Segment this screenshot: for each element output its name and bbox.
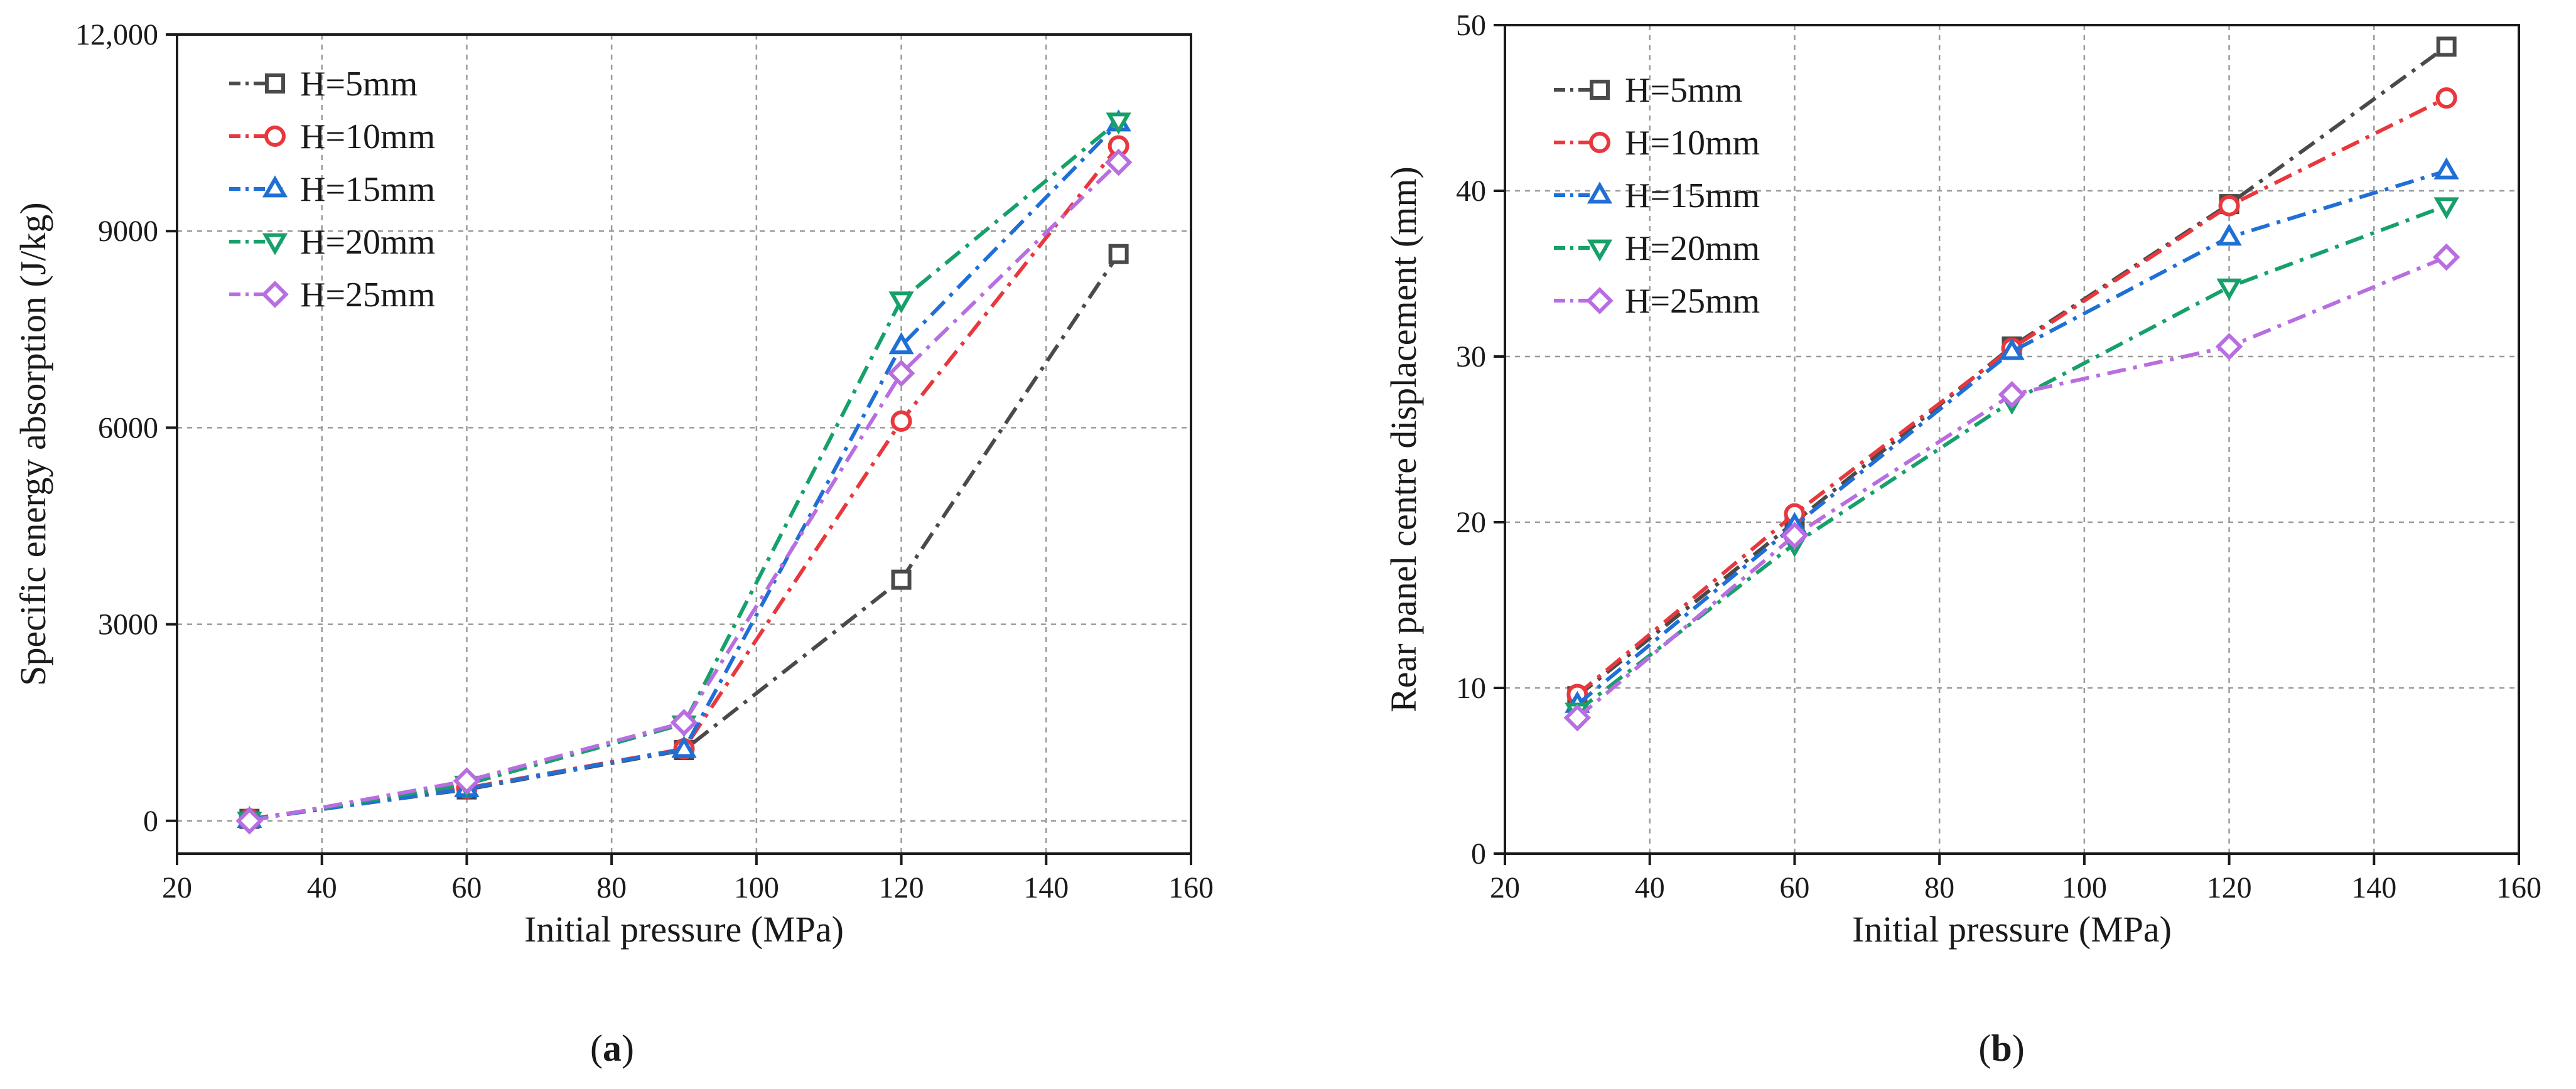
axes-frame [1504, 24, 2520, 855]
x-tick-label: 80 [1924, 871, 1954, 904]
y-tick-label: 3000 [98, 608, 158, 641]
legend-label: H=25mm [1625, 282, 1760, 321]
series-H=25mm [235, 148, 1133, 835]
data-point [1781, 522, 1809, 549]
data-point [2216, 278, 2242, 301]
legend-marker [1589, 132, 1610, 153]
legend-label: H=25mm [300, 276, 435, 314]
x-tick-label: 160 [1168, 871, 1214, 904]
y-tick-label: 30 [1456, 340, 1486, 373]
data-point [2433, 157, 2459, 180]
chart-a-specific-energy: 20 40 60 80 100 120 140 160 0 3000 6000 9000 12,000 I… [13, 18, 1214, 1069]
x-tick-label: 60 [451, 871, 482, 904]
x-tick-label: 160 [2496, 871, 2541, 904]
x-tick-label: 140 [1023, 871, 1069, 904]
legend-marker [262, 233, 288, 255]
data-point [888, 291, 914, 314]
data-point [1998, 380, 2026, 409]
legend-label: H=15mm [1625, 176, 1760, 215]
data-point [1563, 704, 1592, 732]
data-point [2215, 333, 2243, 360]
caption-letter: b [1991, 1027, 2012, 1069]
data-point [1106, 112, 1131, 135]
series-line [249, 144, 1120, 821]
data-point [235, 807, 264, 835]
y-tick-label: 12,000 [75, 18, 158, 51]
chart-b-rear-displacement: 20 40 60 80 100 120 140 160 0 10 20 30 40 50 Initial p… [1383, 9, 2541, 1069]
x-axis-title: Initial pressure (MPa) [524, 909, 844, 950]
data-point [888, 332, 914, 355]
legend-marker [1587, 181, 1613, 204]
y-tick-label: 0 [143, 805, 158, 838]
legend: H=5mm H=10mm H=15mm H=20mm H=25mm [229, 65, 435, 314]
panel-caption: (b) [1978, 1027, 2024, 1069]
data-point [891, 569, 912, 590]
legend-marker [261, 281, 289, 308]
x-tick-label: 40 [307, 871, 337, 904]
y-tick-label: 20 [1456, 506, 1486, 539]
y-tick-label: 50 [1456, 9, 1486, 42]
legend-label: H=10mm [300, 117, 435, 156]
x-axis-title: Initial pressure (MPa) [1852, 909, 2172, 950]
series-line [1576, 169, 2447, 706]
x-tick-label: 100 [734, 871, 779, 904]
data-point [670, 709, 698, 736]
y-tick-label: 10 [1456, 672, 1486, 705]
legend-label: H=15mm [300, 170, 435, 209]
series-line [249, 161, 1120, 823]
x-tick-label: 20 [162, 871, 192, 904]
series-line [249, 253, 1121, 821]
data-point [2433, 197, 2459, 220]
x-tick-label: 120 [879, 871, 924, 904]
legend-marker [1586, 287, 1614, 314]
x-tick-label: 40 [1635, 871, 1665, 904]
data-point [887, 359, 915, 387]
data-point [671, 736, 697, 758]
x-tick-label: 100 [2062, 871, 2107, 904]
x-tick-label: 20 [1490, 871, 1520, 904]
data-point [453, 767, 481, 795]
caption-letter: a [603, 1027, 622, 1069]
x-tick-label: 120 [2207, 871, 2252, 904]
legend-label: H=5mm [1625, 71, 1742, 110]
data-point [1108, 244, 1129, 264]
data-point [1999, 338, 2025, 360]
plot-area [1505, 25, 2519, 854]
legend-marker [262, 175, 288, 198]
data-point [2218, 195, 2240, 217]
data-point [2436, 36, 2457, 57]
y-axis-title: Rear panel centre displacement (mm) [1383, 166, 1424, 712]
legend-marker [265, 73, 285, 94]
data-point [2432, 243, 2460, 271]
x-tick-label: 80 [596, 871, 627, 904]
legend-label: H=10mm [1625, 124, 1760, 163]
x-tick-label: 60 [1779, 871, 1809, 904]
x-tick-label: 140 [2351, 871, 2396, 904]
y-tick-label: 9000 [98, 215, 158, 248]
legend-marker [1587, 239, 1613, 262]
panel-caption: (a) [590, 1027, 634, 1069]
y-axis-title: Specific energy absorption (J/kg) [13, 202, 53, 685]
y-tick-label: 40 [1456, 174, 1486, 208]
legend: H=5mm H=10mm H=15mm H=20mm H=25mm [1554, 71, 1760, 321]
data-point [1104, 148, 1133, 176]
legend-label: H=5mm [300, 65, 418, 104]
legend-label: H=20mm [300, 223, 435, 262]
data-point [890, 410, 912, 432]
series-line [1576, 45, 2448, 698]
legend-label: H=20mm [1625, 229, 1760, 268]
data-point [2216, 223, 2242, 246]
data-point [2435, 87, 2457, 109]
y-tick-label: 0 [1471, 837, 1486, 871]
gridlines [177, 35, 1191, 854]
series-H=25mm [1563, 243, 2460, 732]
y-tick-label: 6000 [98, 411, 158, 444]
axes-frame [176, 33, 1192, 855]
legend-marker [264, 126, 286, 147]
legend-marker [1590, 80, 1610, 100]
